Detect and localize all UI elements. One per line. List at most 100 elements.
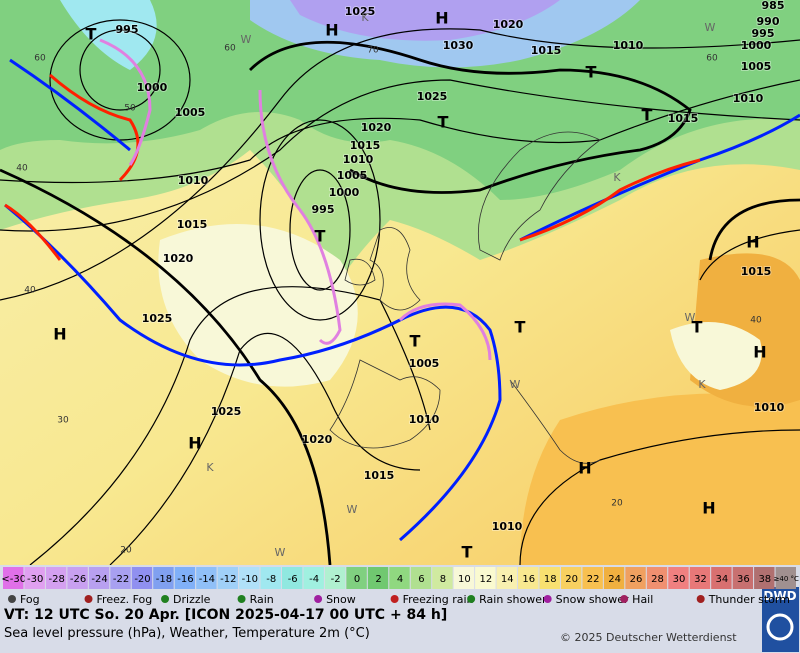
isobar-label: 1030 [443,39,474,52]
weather-label: Rain shower [479,593,547,606]
scale-cell [732,567,754,589]
scale-cell [45,567,67,589]
scale-cell [689,567,711,589]
scale-label: -20 [134,574,150,585]
scale-cell [668,567,689,589]
weather-label: Fog [20,593,40,606]
scale-cell [560,567,582,589]
scale-cell [110,567,131,589]
grid-label: 50 [124,104,136,114]
pressure-center: H [753,343,766,362]
grid-label: 60 [706,54,718,64]
isobar-label: 1025 [211,405,242,418]
scale-cell [324,567,346,589]
scale-cell [539,567,560,589]
scale-label: 20 [565,574,578,585]
scale-cell [303,567,324,589]
scale-cell [367,567,389,589]
minor-label: W [685,311,696,324]
isobar-label: 1010 [492,520,523,533]
isobar-label: 1020 [361,121,392,134]
pressure-center: T [86,25,97,44]
scale-cell [24,567,45,589]
scale-cell [410,567,432,589]
pressure-center: T [410,332,421,351]
scale-cell [475,567,496,589]
coastlines [329,131,601,464]
pressure-center: T [642,106,653,125]
isobar-label: 1005 [175,106,206,119]
minor-label: K [613,171,621,184]
fronts [4,38,800,542]
pressure-center: H [746,233,759,252]
isobar-label: 995 [752,27,775,40]
scale-label: 8 [440,574,446,585]
pressure-center: T [462,543,473,562]
valid-time: VT: 12 UTC So. 20 Apr. [ICON 2025-04-17 … [4,607,447,623]
scale-label: 18 [544,574,557,585]
scale-label: -2 [331,574,341,585]
scale-label: -30 [27,574,43,585]
scale-label: 24 [608,574,621,585]
grid-label: 40 [16,164,28,174]
scale-cell [174,567,196,589]
isobar-label: 1005 [409,357,440,370]
scale-label: 6 [418,574,424,585]
legend-panel: VT: 12 UTC So. 20 Apr. [ICON 2025-04-17 … [0,565,800,653]
weather-label: Hail [632,593,653,606]
weather-symbol [8,595,16,603]
minor-label: W [347,503,358,516]
scale-label: 4 [397,574,403,585]
weather-symbol [620,595,629,603]
scale-label: 36 [737,574,750,585]
weather-symbol [314,595,323,603]
scale-label: 2 [375,574,381,585]
scale-label: -16 [177,574,193,585]
scale-cell [603,567,625,589]
scale-cell [389,567,410,589]
isobar-label: 1000 [329,186,360,199]
scale-label: 34 [716,574,729,585]
isobar-label: 995 [312,203,335,216]
isobar-label: 1025 [142,312,173,325]
scale-label: -4 [309,574,319,585]
isobar-label: 995 [116,23,139,36]
scale-cell [88,567,110,589]
scale-label: <-30 [1,574,26,585]
pressure-center: H [188,434,201,453]
scale-label: -12 [220,574,236,585]
isobar-label: 1000 [741,39,772,52]
scale-label: 14 [501,574,514,585]
pressure-center: H [435,9,448,28]
grid-label: 30 [57,416,69,426]
isobar-label: 1010 [613,39,644,52]
scale-cell [625,567,646,589]
isobar-label: 1015 [531,44,562,57]
scale-cell [582,567,603,589]
scale-cell [646,567,668,589]
minor-label: K [206,461,214,474]
isobar-label: 1005 [741,60,772,73]
pressure-center: T [692,318,703,337]
scale-cell [217,567,239,589]
scale-label: -26 [70,574,86,585]
grid-label: 20 [611,499,623,509]
scale-cell [453,567,475,589]
weather-label: Freezing rain [403,593,474,606]
scale-cell [3,567,24,589]
weather-symbol [161,595,170,603]
isobar-label: 990 [757,15,780,28]
isobar-label: 985 [762,0,785,12]
scale-label: 30 [673,574,686,585]
isobar-label: 1020 [302,433,333,446]
scale-label: 22 [587,574,600,585]
scale-cell [346,567,367,589]
logo-box [762,587,799,652]
scale-label: 10 [458,574,471,585]
scale-cell [131,567,153,589]
minor-label: K [361,11,369,24]
scale-cell [432,567,453,589]
scale-cell [260,567,281,589]
pressure-center: H [325,21,338,40]
minor-label: W [275,546,286,559]
